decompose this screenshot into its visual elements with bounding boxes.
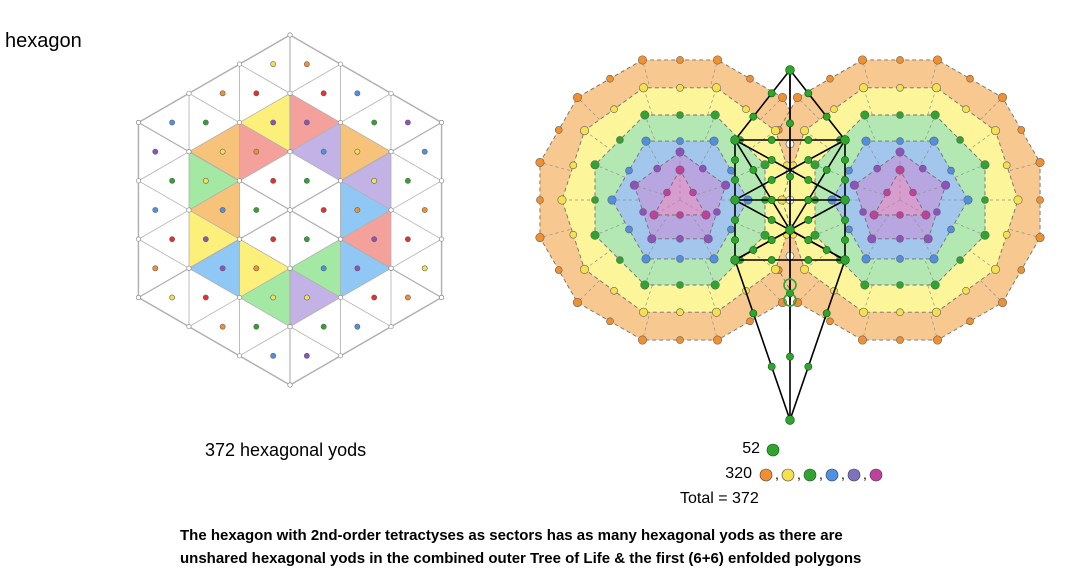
polygon-diagram: [520, 5, 1073, 435]
page-title: hexagon: [5, 30, 82, 53]
legend-swatch-2: ,,,,,: [758, 465, 928, 485]
svg-text:,: ,: [797, 466, 801, 482]
svg-text:,: ,: [819, 466, 823, 482]
legend-swatch-1: [765, 440, 785, 460]
footer-line-1: The hexagon with 2nd-order tetractyses a…: [180, 527, 843, 544]
hexagon-diagram: [95, 15, 495, 415]
hexagon-caption: 372 hexagonal yods: [205, 440, 366, 461]
footer-caption: The hexagon with 2nd-order tetractyses a…: [180, 525, 1050, 570]
svg-text:,: ,: [775, 466, 779, 482]
legend-count-1: 52: [700, 440, 760, 458]
svg-text:,: ,: [841, 466, 845, 482]
footer-line-2: unshared hexagonal yods in the combined …: [180, 550, 861, 567]
svg-text:,: ,: [863, 466, 867, 482]
legend-total: Total = 372: [680, 490, 790, 508]
legend-count-2: 320: [692, 465, 752, 483]
